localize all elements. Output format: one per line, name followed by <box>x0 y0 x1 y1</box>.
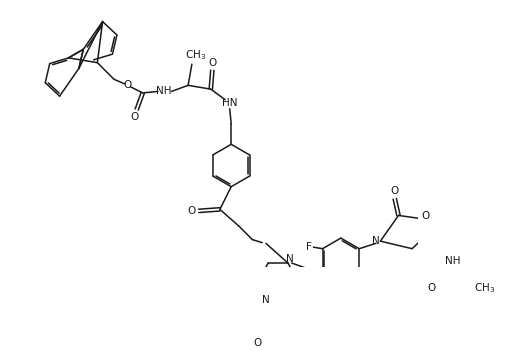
Text: F: F <box>306 242 312 252</box>
Text: N: N <box>262 295 270 305</box>
Text: O: O <box>123 80 132 90</box>
Text: O: O <box>208 58 216 68</box>
Text: N: N <box>287 254 294 264</box>
Text: O: O <box>187 206 195 216</box>
Text: NH: NH <box>156 86 172 97</box>
Text: CH$_3$: CH$_3$ <box>185 48 206 62</box>
Text: N: N <box>372 236 380 246</box>
Text: O: O <box>427 283 435 293</box>
Text: O: O <box>131 112 138 122</box>
Text: CH$_3$: CH$_3$ <box>474 281 496 295</box>
Text: NH: NH <box>445 256 461 266</box>
Text: O: O <box>422 211 430 221</box>
Text: O: O <box>391 186 399 196</box>
Text: HN: HN <box>222 98 238 108</box>
Text: O: O <box>254 338 262 348</box>
